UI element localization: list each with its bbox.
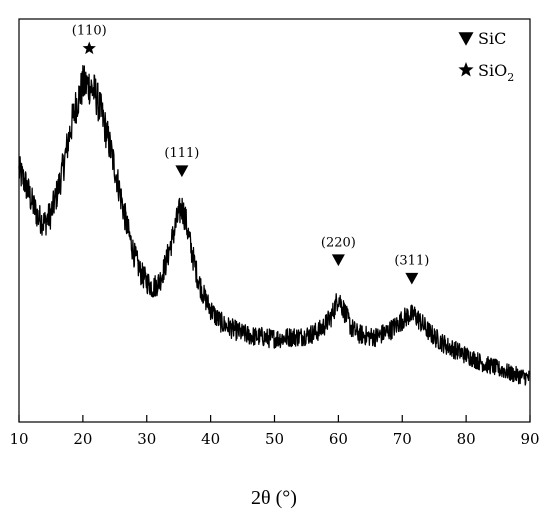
peak-label: (311) <box>394 254 429 269</box>
x-tick-label: 70 <box>393 430 412 448</box>
legend-item-sio2: SiO2 <box>458 61 514 84</box>
peak-triangle-marker <box>175 165 189 178</box>
x-axis: 10 20 30 40 50 60 70 80 90 <box>9 415 540 448</box>
series-group <box>18 65 531 386</box>
legend-label-sio2-main: SiO <box>478 61 507 80</box>
peak-label: (110) <box>72 23 107 38</box>
legend-star-icon <box>458 62 474 77</box>
legend-label-sic: SiC <box>478 29 506 48</box>
x-tick-label: 60 <box>329 430 348 448</box>
peak-label: (111) <box>164 146 199 161</box>
peak-star-marker <box>82 41 96 55</box>
legend: SiC SiO2 <box>458 29 514 84</box>
peak-annotations: (110) (111) (220) (311) <box>72 23 429 285</box>
peak-label: (220) <box>321 235 356 250</box>
x-tick-label: 80 <box>457 430 476 448</box>
peak-triangle-marker <box>405 272 419 285</box>
x-tick-label: 20 <box>73 430 92 448</box>
legend-triangle-icon <box>458 32 474 46</box>
xrd-pattern-line <box>18 65 531 386</box>
x-tick-label: 30 <box>137 430 156 448</box>
legend-label-sio2-sub: 2 <box>507 71 514 84</box>
x-axis-title: 2θ (°) <box>251 487 297 509</box>
x-tick-label: 10 <box>9 430 28 448</box>
legend-item-sic: SiC <box>458 29 506 48</box>
x-tick-label: 50 <box>265 430 284 448</box>
legend-label-sio2: SiO2 <box>478 61 514 84</box>
x-tick-label: 40 <box>201 430 220 448</box>
x-tick-label: 90 <box>520 430 539 448</box>
peak-triangle-marker <box>331 254 345 267</box>
